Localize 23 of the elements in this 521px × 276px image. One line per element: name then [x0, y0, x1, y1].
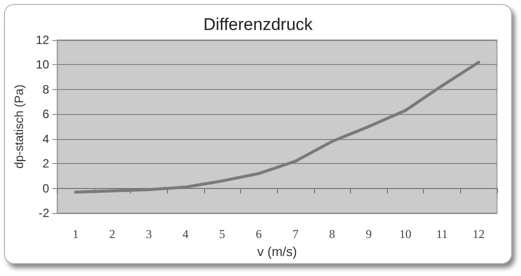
x-tick-label: 6 [256, 227, 262, 242]
y-tick-label: -2 [38, 206, 50, 220]
x-tick-label: 5 [219, 227, 226, 242]
y-axis-title: dp-statisch (Pa) [12, 84, 26, 169]
y-tick-label: 4 [42, 132, 50, 146]
x-tick-label: 2 [109, 227, 116, 242]
y-tick-label: 10 [36, 58, 50, 72]
x-tick-label: 11 [436, 227, 448, 242]
x-tick-label: 3 [146, 227, 152, 242]
y-tick-label: 0 [42, 181, 50, 196]
x-tick-label: 4 [182, 227, 189, 242]
x-tick-label: 10 [399, 227, 412, 242]
x-tick-label: 9 [366, 227, 372, 242]
y-tick-label: 12 [36, 33, 50, 47]
x-tick-label: 7 [292, 227, 298, 242]
y-tick-label: 2 [42, 156, 50, 171]
x-tick-label: 8 [329, 227, 336, 242]
chart-title: Differenzdruck [203, 15, 314, 34]
x-tick-label: 1 [72, 227, 79, 242]
x-tick-label: 12 [472, 227, 485, 242]
x-axis-title: v (m/s) [257, 244, 297, 259]
y-tick-label: 8 [42, 82, 50, 96]
y-tick-label: 6 [42, 107, 50, 122]
